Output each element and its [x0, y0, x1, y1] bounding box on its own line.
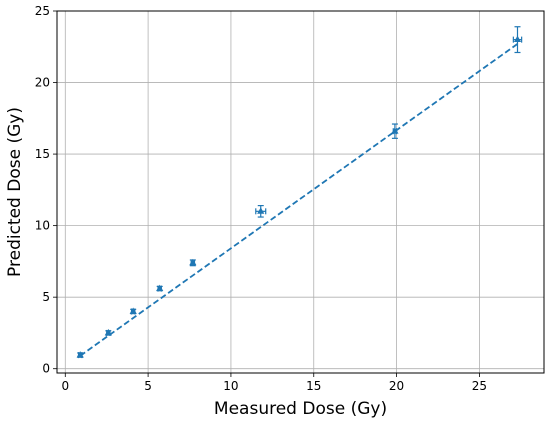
data-point [76, 351, 84, 359]
x-tick-label: 5 [144, 379, 152, 393]
data-point [255, 204, 267, 218]
triangle-marker [156, 284, 164, 291]
fit-line [79, 43, 519, 357]
plot-frame [56, 10, 545, 374]
x-tick-label: 25 [472, 379, 487, 393]
x-tick-label: 10 [223, 379, 238, 393]
triangle-marker [513, 35, 522, 43]
data-points [76, 26, 523, 359]
grid [57, 10, 544, 373]
x-axis-label: Measured Dose (Gy) [214, 399, 387, 419]
x-tick-label: 20 [389, 379, 404, 393]
ticks: 0 5 10 15 20 25 0 5 10 15 20 25 [35, 4, 487, 393]
data-point [189, 258, 197, 267]
y-axis-label: Predicted Dose (Gy) [5, 107, 25, 277]
y-tick-label: 25 [35, 4, 50, 18]
triangle-marker [129, 307, 137, 314]
fit-line-group [79, 43, 519, 357]
y-tick-label: 20 [35, 76, 50, 90]
triangle-marker [257, 207, 265, 214]
y-tick-label: 10 [35, 219, 50, 233]
data-point [512, 26, 523, 54]
data-point [104, 328, 112, 336]
x-tick-label: 15 [306, 379, 321, 393]
data-point [391, 123, 399, 139]
triangle-marker [76, 351, 84, 358]
y-tick-label: 5 [42, 290, 50, 304]
x-tick-label: 0 [61, 379, 69, 393]
data-point [156, 284, 164, 292]
y-tick-label: 15 [35, 147, 50, 161]
triangle-marker [189, 258, 197, 266]
data-point [129, 307, 137, 315]
triangle-marker [391, 127, 399, 134]
triangle-marker [104, 328, 112, 336]
y-tick-label: 0 [42, 362, 50, 376]
